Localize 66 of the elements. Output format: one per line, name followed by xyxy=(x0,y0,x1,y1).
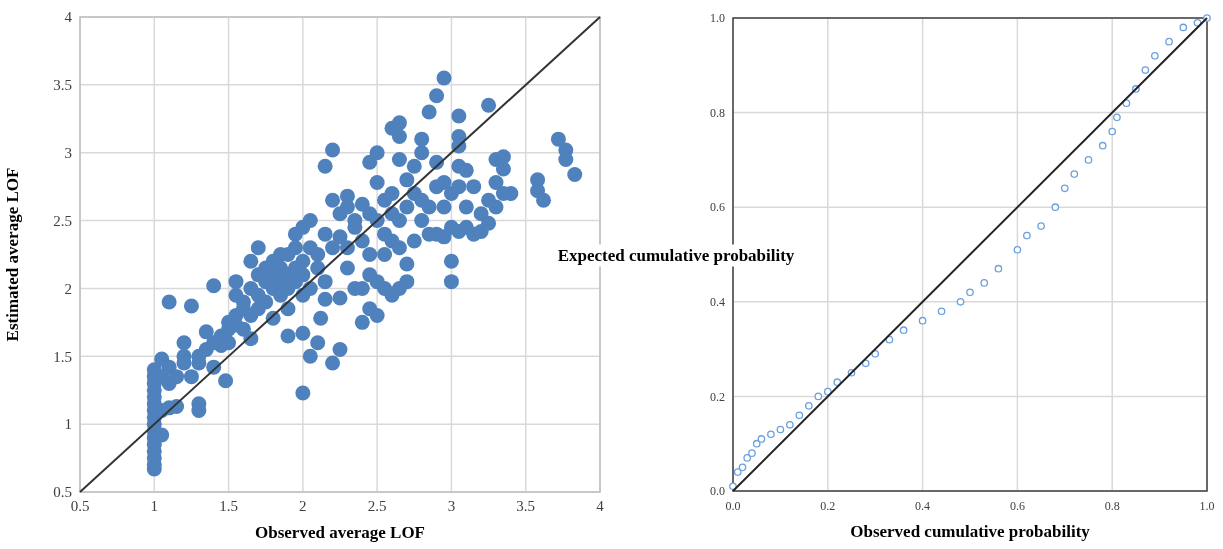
point xyxy=(994,264,1003,273)
point xyxy=(1151,51,1159,60)
x-tick-label: 0.4 xyxy=(915,499,931,513)
x-tick-label: 4 xyxy=(596,498,605,514)
y-axis-title: Expected cumulative probability xyxy=(557,245,795,265)
point xyxy=(1113,113,1121,122)
point xyxy=(899,326,908,335)
point xyxy=(733,468,742,476)
point xyxy=(776,425,785,434)
point xyxy=(804,402,813,410)
x-tick-label: 2.5 xyxy=(367,498,387,514)
y-tick-label: 3 xyxy=(64,144,72,161)
y-tick-label: 0.6 xyxy=(710,200,725,215)
y-tick-label: 0.8 xyxy=(710,105,725,120)
point xyxy=(767,430,775,439)
point xyxy=(1051,203,1060,212)
point xyxy=(743,454,752,462)
point xyxy=(786,420,794,429)
y-tick-label: 2 xyxy=(64,280,72,297)
point xyxy=(956,297,965,306)
point xyxy=(1098,141,1107,150)
point xyxy=(980,279,989,287)
x-tick-label: 2 xyxy=(299,498,307,514)
x-tick-label: 1.5 xyxy=(219,498,238,514)
point xyxy=(1070,170,1079,178)
y-tick-label: 0.5 xyxy=(53,484,72,501)
x-tick-label: 1 xyxy=(150,498,159,514)
point xyxy=(814,392,823,401)
point xyxy=(1108,127,1117,136)
x-tick-label: 1.0 xyxy=(1199,499,1215,513)
y-tick-label: 0.2 xyxy=(710,389,725,404)
point xyxy=(1013,245,1022,254)
x-axis-title: Observed average LOF xyxy=(255,523,425,542)
point xyxy=(1179,23,1188,32)
point xyxy=(1165,37,1173,46)
point xyxy=(966,288,974,297)
x-tick-label: 0.0 xyxy=(725,499,741,513)
x-tick-label: 3.5 xyxy=(516,498,536,514)
x-axis-title: Observed cumulative probability xyxy=(850,522,1091,541)
x-tick-label: 0.8 xyxy=(1104,499,1120,513)
point xyxy=(752,439,761,448)
point xyxy=(1084,156,1093,164)
point xyxy=(1141,66,1150,74)
y-tick-label: 0.0 xyxy=(710,484,725,499)
y-tick-label: 1.5 xyxy=(53,348,72,365)
point xyxy=(795,411,804,420)
point xyxy=(861,359,870,368)
y-tick-label: 0.4 xyxy=(710,295,725,309)
point xyxy=(937,307,946,316)
y-tick-label: 1.0 xyxy=(710,11,725,26)
point xyxy=(757,435,766,443)
point xyxy=(738,463,747,472)
point xyxy=(1023,231,1031,240)
y-tick-label: 1 xyxy=(64,416,72,433)
y-tick-label: 3.5 xyxy=(53,77,72,94)
y-tick-label: 4 xyxy=(64,9,73,26)
point xyxy=(748,449,756,458)
y-axis-title: Estimated average LOF xyxy=(3,167,22,342)
x-tick-label: 3 xyxy=(447,498,456,514)
point xyxy=(1060,184,1069,193)
point xyxy=(918,316,927,325)
x-tick-label: 0.6 xyxy=(1009,499,1025,513)
y-tick-label: 2.5 xyxy=(53,212,72,229)
point xyxy=(1037,222,1045,230)
point xyxy=(871,349,880,358)
x-tick-label: 0.2 xyxy=(820,499,836,513)
